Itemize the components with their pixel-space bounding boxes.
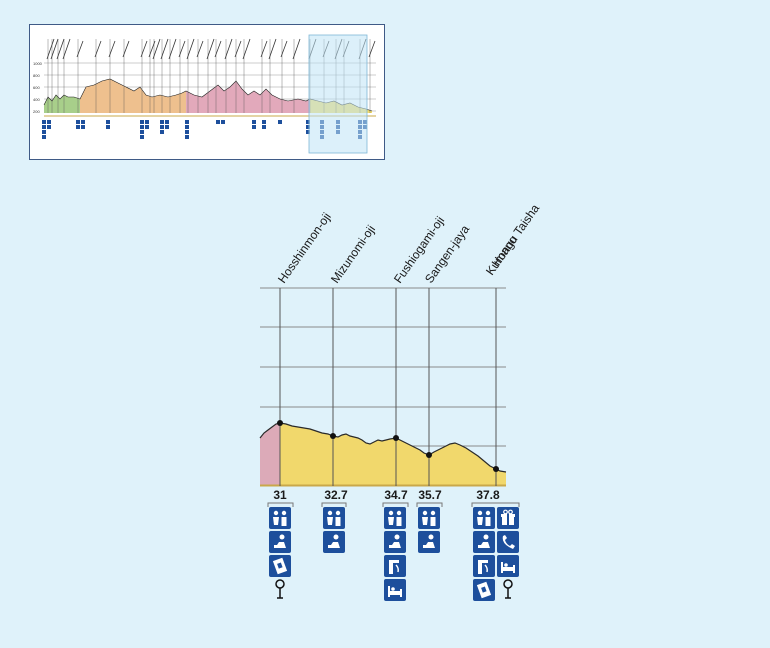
elevation-profile-line bbox=[259, 422, 507, 473]
stop-marker[interactable] bbox=[426, 452, 432, 458]
bus-stop-icon bbox=[275, 579, 285, 599]
stop-label-line: Hongu Taisha bbox=[489, 201, 543, 269]
toilet-icon bbox=[418, 507, 440, 529]
stop-label-kumano-hongu-taisha: Kumano Hongu Taisha bbox=[483, 201, 542, 277]
overview-y-tick: 200 bbox=[33, 109, 40, 114]
accommodation-icon bbox=[384, 579, 406, 601]
overview-selection-highlight[interactable] bbox=[308, 34, 368, 154]
toilet-icon bbox=[384, 507, 406, 529]
telephone-icon bbox=[497, 531, 519, 553]
grid-lines bbox=[260, 287, 506, 447]
overview-map: 1000 800 600 400 200 bbox=[29, 24, 385, 160]
overview-segment-orange bbox=[80, 79, 186, 113]
drinking-water-icon bbox=[473, 555, 495, 577]
rest-area-icon bbox=[473, 531, 495, 553]
drinking-water-icon bbox=[384, 555, 406, 577]
elevation-area-yellow bbox=[280, 423, 506, 486]
overview-y-tick: 400 bbox=[33, 97, 40, 102]
stop-marker[interactable] bbox=[277, 420, 283, 426]
toilet-icon bbox=[473, 507, 495, 529]
overview-elevation-chart: 1000 800 600 400 200 bbox=[33, 34, 376, 154]
overview-segment-pink bbox=[186, 81, 310, 113]
stop-marker[interactable] bbox=[393, 435, 399, 441]
distance-label: 34.7 bbox=[384, 488, 408, 502]
toilet-icon bbox=[323, 507, 345, 529]
rest-area-icon bbox=[269, 531, 291, 553]
distance-label: 32.7 bbox=[324, 488, 348, 502]
stop-marker[interactable] bbox=[330, 433, 336, 439]
overview-y-tick: 600 bbox=[33, 85, 40, 90]
stop-marker[interactable] bbox=[493, 466, 499, 472]
overview-y-tick: 1000 bbox=[33, 61, 43, 66]
rest-area-icon bbox=[323, 531, 345, 553]
distance-label: 31 bbox=[273, 488, 287, 502]
rest-area-icon bbox=[384, 531, 406, 553]
vending-machine-icon bbox=[269, 555, 291, 577]
stop-label-hosshinmon-oji: Hosshinmon-oji bbox=[275, 210, 334, 286]
stop-label-mizunomi-oji: Mizunomi-oji bbox=[328, 223, 378, 286]
rest-area-icon bbox=[418, 531, 440, 553]
accommodation-icon bbox=[497, 555, 519, 577]
bus-stop-icon bbox=[503, 579, 513, 599]
toilet-icon bbox=[269, 507, 291, 529]
overview-y-tick: 800 bbox=[33, 73, 40, 78]
elevation-area-pink bbox=[260, 423, 280, 486]
distance-label: 37.8 bbox=[476, 488, 500, 502]
gift-shop-icon bbox=[497, 507, 519, 529]
vending-machine-icon bbox=[473, 579, 495, 601]
distance-label: 35.7 bbox=[418, 488, 442, 502]
